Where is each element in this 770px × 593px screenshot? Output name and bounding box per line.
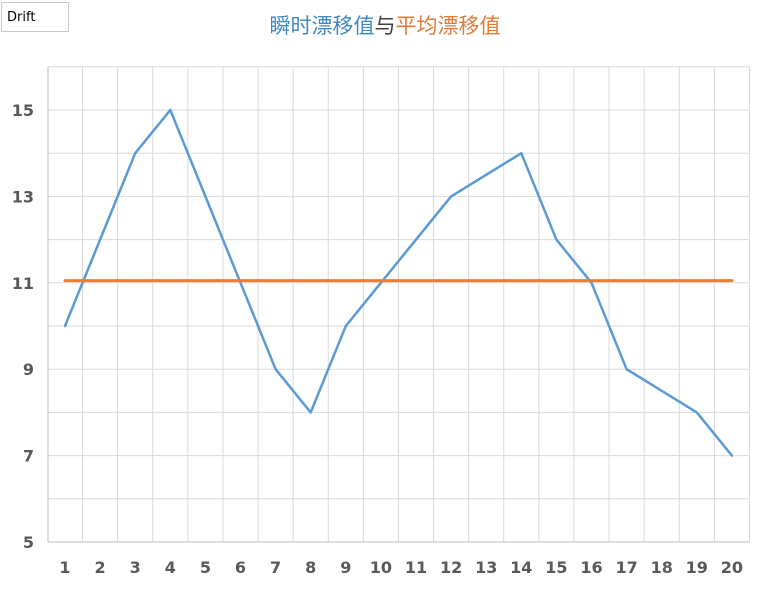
- x-tick-label: 17: [615, 558, 637, 577]
- x-tick-label: 10: [370, 558, 392, 577]
- x-tick-label: 14: [510, 558, 532, 577]
- axes: [47, 67, 750, 543]
- x-tick-label: 6: [235, 558, 246, 577]
- x-tick-label: 9: [340, 558, 351, 577]
- chart-title-instant-drift: 瞬时漂移值: [269, 14, 375, 38]
- drift-label-box: Drift: [1, 2, 69, 32]
- series: [63, 108, 734, 457]
- x-tick-label: 8: [305, 558, 316, 577]
- chart-title-connector: 与: [374, 14, 396, 38]
- x-tick-label: 3: [130, 558, 141, 577]
- instant-drift-line: [63, 108, 734, 457]
- x-tick-label: 12: [440, 558, 462, 577]
- x-tick-label: 18: [651, 558, 673, 577]
- chart-title: 瞬时漂移值与平均漂移值: [0, 12, 770, 40]
- x-tick-label: 13: [475, 558, 497, 577]
- y-tick-label: 13: [12, 187, 34, 206]
- drift-label: Drift: [7, 10, 36, 25]
- y-tick-label: 7: [23, 447, 34, 466]
- x-tick-label: 11: [405, 558, 427, 577]
- y-tick-label: 11: [12, 274, 34, 293]
- x-tick-label: 2: [95, 558, 106, 577]
- x-tick-label: 16: [580, 558, 602, 577]
- x-tick-label: 19: [686, 558, 708, 577]
- y-tick-label: 9: [23, 360, 34, 379]
- x-tick-label: 4: [165, 558, 176, 577]
- y-tick-label: 5: [23, 533, 34, 552]
- x-tick-label: 7: [270, 558, 281, 577]
- x-tick-label: 15: [545, 558, 567, 577]
- x-tick-label: 5: [200, 558, 211, 577]
- grid: [48, 66, 750, 542]
- x-tick-label: 20: [721, 558, 743, 577]
- chart-title-average-drift: 平均漂移值: [395, 14, 501, 38]
- x-tick-label: 1: [59, 558, 70, 577]
- y-tick-label: 15: [12, 101, 34, 120]
